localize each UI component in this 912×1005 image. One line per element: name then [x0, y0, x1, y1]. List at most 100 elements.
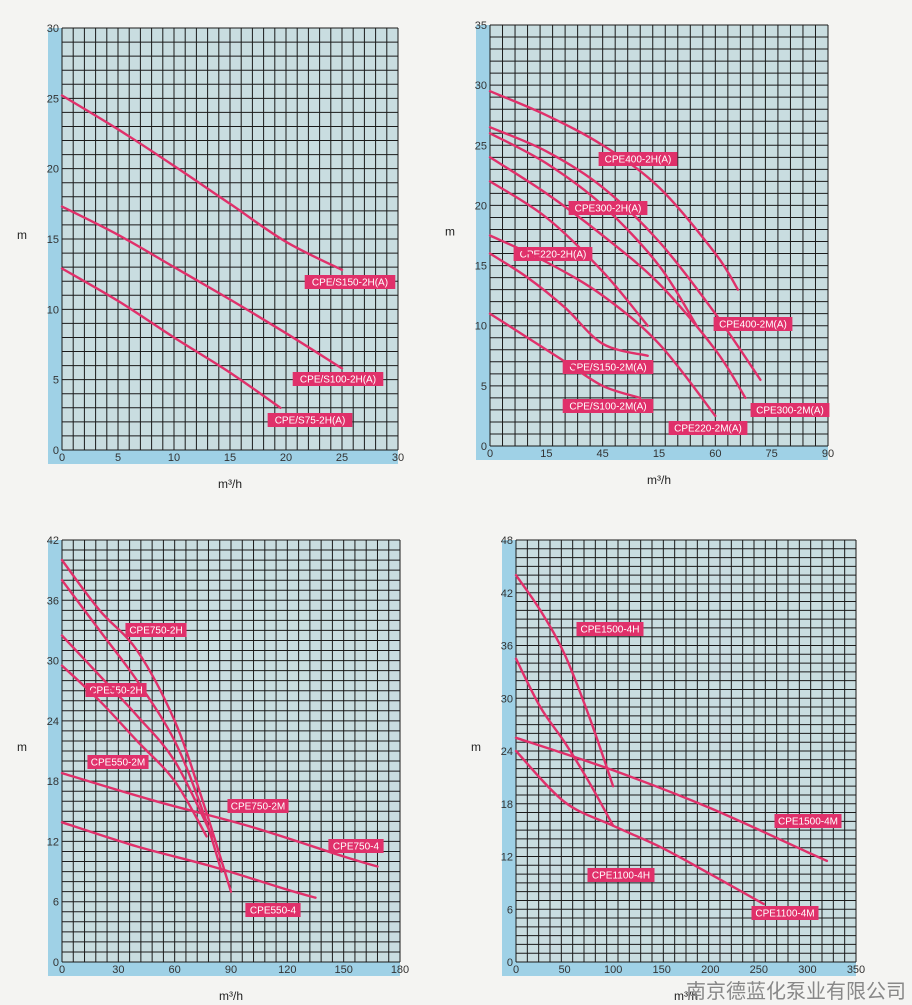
y-tick-label: 6 — [53, 897, 59, 909]
y-axis-strip — [48, 28, 62, 464]
chart-1: 0 5 10 15 20 25 30 0 5 10 15 20 25 30 m³/h m CPE/S150-2H… — [17, 23, 404, 491]
series-label-cpe400-2m-a: CPE400-2M(A) — [719, 320, 787, 331]
series-label-cpe1500-4m: CPE1500-4M — [778, 817, 838, 828]
series-label-box — [576, 622, 644, 636]
company-watermark: 南京德蓝化泵业有限公司 — [686, 979, 906, 1003]
y-tick-label: 25 — [47, 93, 59, 105]
series-line-cpe-s100-2m-a — [488, 312, 642, 400]
y-tick-label: 5 — [481, 381, 487, 393]
y-axis-title: m — [445, 225, 455, 239]
x-axis-title: m³/h — [647, 473, 671, 487]
x-tick-label: 180 — [391, 964, 409, 976]
series-label-cpe550-2m: CPE550-2M — [91, 758, 145, 769]
y-axis-strip — [48, 540, 62, 976]
series-label-cpe550-4: CPE550-4 — [250, 906, 297, 917]
x-tick-label: 15 — [224, 452, 236, 464]
series-line-cpe750-4 — [60, 771, 379, 868]
series-line-cpe550-4 — [60, 821, 317, 899]
series-label-cpe300-2m-a: CPE300-2M(A) — [756, 406, 824, 417]
x-tick-label: 0 — [59, 964, 65, 976]
y-axis-strip — [502, 540, 516, 976]
series-label-box — [292, 372, 384, 386]
series-line-cpe1100-4m — [514, 749, 765, 906]
series-label-box — [568, 201, 648, 215]
series-label-cpe220-2h-a: CPE220-2H(A) — [520, 250, 587, 261]
x-axis-strip — [48, 962, 400, 976]
y-tick-label: 12 — [47, 836, 59, 848]
series-label-box — [125, 623, 187, 637]
series-label-box — [267, 413, 353, 427]
series-line-cpe400-2h-a — [488, 90, 740, 291]
series-label-cpe-s100-2h-a: CPE/S100-2H(A) — [300, 375, 376, 386]
series-label-cpe750-2h: CPE750-2H — [129, 626, 182, 637]
x-tick-label: 50 — [558, 964, 570, 976]
x-tick-label: 150 — [334, 964, 352, 976]
series-line-cpe-s150-2m-a — [488, 252, 649, 357]
y-tick-label: 20 — [47, 164, 59, 176]
series-label-cpe1100-4h: CPE1100-4H — [592, 871, 650, 882]
x-tick-label: 0 — [513, 964, 519, 976]
x-tick-label: 90 — [225, 964, 237, 976]
series-label-box — [245, 903, 301, 917]
x-tick-label: 60 — [709, 448, 721, 460]
x-tick-label: 15 — [653, 448, 665, 460]
plot-area — [490, 25, 828, 446]
series-label-cpe400-2h-a: CPE400-2H(A) — [605, 155, 672, 166]
series-label-box — [87, 755, 149, 769]
series-line-cpe1100-4h — [514, 657, 615, 827]
series-label-box — [227, 799, 289, 813]
y-tick-label: 20 — [475, 200, 487, 212]
series-label-cpe220-2m-a: CPE220-2M(A) — [674, 424, 742, 435]
y-tick-label: 24 — [47, 716, 59, 728]
series-line-cpe1500-4h — [514, 574, 615, 788]
y-tick-label: 10 — [475, 321, 487, 333]
series-label-box — [750, 403, 830, 417]
y-tick-label: 42 — [501, 588, 513, 600]
series-line-cpe-s150-2h-a — [60, 94, 344, 272]
series-label-box — [328, 839, 384, 853]
series-label-box — [304, 275, 396, 289]
y-tick-label: 42 — [47, 535, 59, 547]
series-line-cpe750-2m — [60, 634, 214, 838]
y-tick-label: 35 — [475, 20, 487, 32]
y-axis-strip — [476, 25, 490, 460]
y-tick-label: 6 — [507, 904, 513, 916]
series-label-box — [562, 399, 654, 413]
series-label-cpe-s100-2m-a: CPE/S100-2M(A) — [569, 402, 646, 413]
x-axis-title: m³/h — [674, 989, 698, 1003]
y-tick-label: 24 — [501, 746, 513, 758]
series-label-box — [598, 152, 678, 166]
series-label-box — [562, 360, 654, 374]
y-tick-label: 30 — [47, 656, 59, 668]
series-label-cpe1100-4m: CPE1100-4M — [755, 909, 814, 920]
x-tick-label: 30 — [392, 452, 404, 464]
series-label-box — [774, 814, 842, 828]
y-tick-label: 30 — [475, 80, 487, 92]
series-label-cpe550-2h: CPE550-2H — [89, 686, 142, 697]
series-line-cpe-s75-2h-a — [60, 267, 282, 409]
y-tick-label: 0 — [53, 445, 59, 457]
x-tick-label: 150 — [653, 964, 671, 976]
series-label-box — [751, 906, 819, 920]
x-tick-label: 30 — [112, 964, 124, 976]
y-tick-label: 18 — [501, 799, 513, 811]
x-tick-label: 0 — [487, 448, 493, 460]
y-axis-title: m — [471, 740, 481, 754]
x-tick-label: 0 — [59, 452, 65, 464]
y-tick-label: 0 — [507, 957, 513, 969]
y-tick-label: 18 — [47, 776, 59, 788]
y-tick-label: 10 — [47, 304, 59, 316]
series-line-cpe550-2m — [60, 664, 208, 838]
series-line-cpe300-2m-a — [488, 156, 747, 400]
y-tick-label: 30 — [501, 693, 513, 705]
y-tick-label: 25 — [475, 140, 487, 152]
y-axis-title: m — [17, 740, 27, 754]
x-tick-label: 45 — [597, 448, 609, 460]
series-label-box — [668, 421, 748, 435]
y-tick-label: 15 — [47, 234, 59, 246]
x-tick-label: 350 — [847, 964, 865, 976]
x-tick-label: 300 — [798, 964, 816, 976]
series-label-cpe-s150-2h-a: CPE/S150-2H(A) — [312, 278, 388, 289]
chart-2: 0 15 45 15 60 75 90 0 5 10 15 20 25 30 35 m³/h m CPE400-2… — [445, 20, 834, 487]
